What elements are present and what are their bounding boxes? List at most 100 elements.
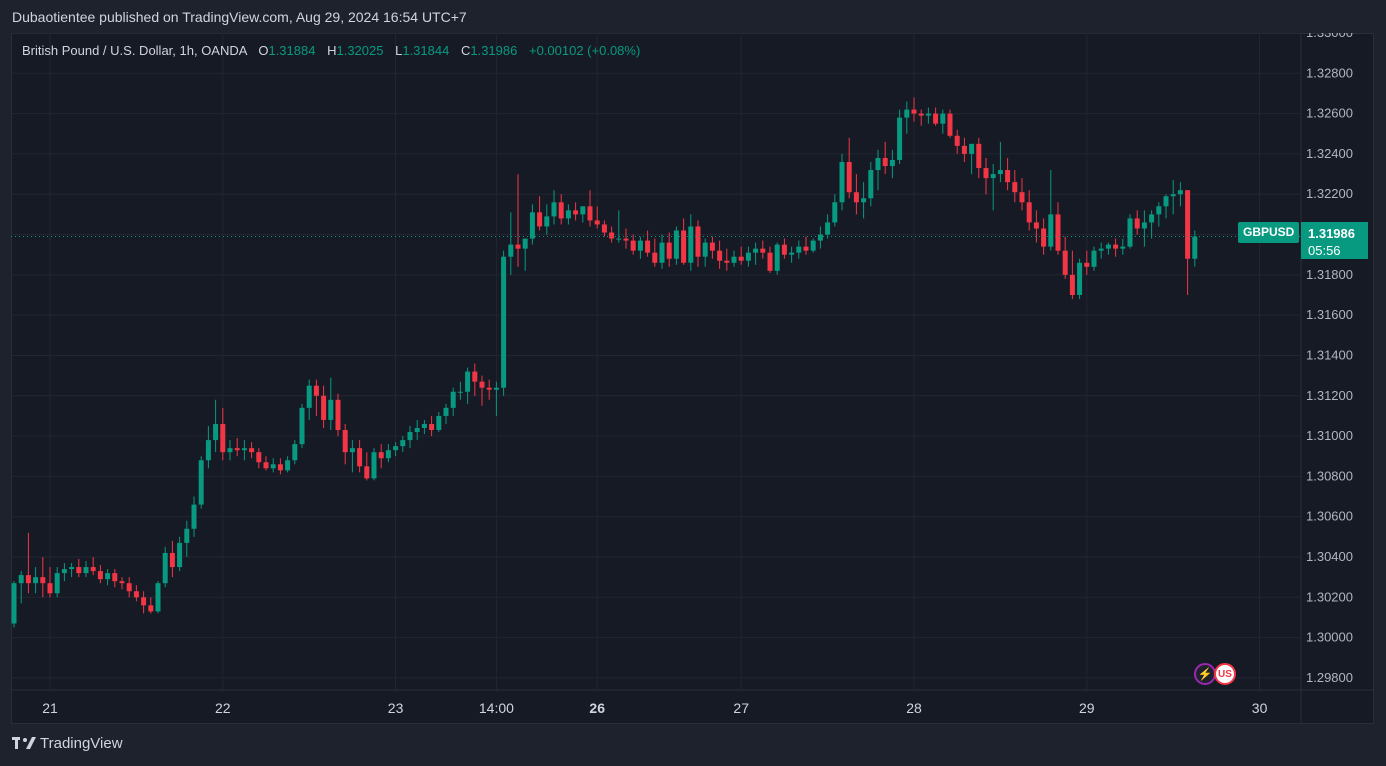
candle-body xyxy=(400,440,406,447)
candle-body xyxy=(724,260,730,263)
candle-body xyxy=(1098,248,1104,251)
candle-body xyxy=(601,224,607,233)
candle-body xyxy=(947,113,953,136)
candle-body xyxy=(1062,250,1068,275)
candle-body xyxy=(659,242,665,263)
candle-body xyxy=(1055,214,1061,251)
candle-body xyxy=(1012,182,1018,193)
candle-body xyxy=(983,168,989,179)
x-tick-label: 29 xyxy=(1079,700,1095,716)
x-tick-label: 22 xyxy=(215,700,231,716)
y-tick-label: 1.30000 xyxy=(1306,630,1353,645)
candle-body xyxy=(616,238,622,240)
candle-body xyxy=(976,143,982,169)
candle-body xyxy=(357,448,363,467)
tradingview-branding[interactable]: TradingView xyxy=(12,735,123,752)
candle-body xyxy=(378,452,384,459)
candle-body xyxy=(861,198,867,203)
candle-body xyxy=(623,238,629,241)
change-value: +0.00102 (+0.08%) xyxy=(528,43,641,58)
candle-body xyxy=(969,143,975,154)
candle-body xyxy=(249,448,255,453)
candle-body xyxy=(328,399,334,420)
candle-body xyxy=(493,387,499,390)
candle-body xyxy=(731,256,737,263)
candle-body xyxy=(407,432,413,441)
candle-body xyxy=(925,113,931,116)
candle-body xyxy=(69,567,75,570)
candle-body xyxy=(364,466,370,479)
bar-countdown: 05:56 xyxy=(1308,243,1341,258)
candle-body xyxy=(1170,194,1176,197)
y-tick-label: 1.30400 xyxy=(1306,549,1353,564)
candle-body xyxy=(450,391,456,408)
x-tick-label: 23 xyxy=(388,700,404,716)
candle-body xyxy=(54,573,60,594)
candle-body xyxy=(263,462,269,469)
candle-body xyxy=(652,252,658,263)
candle-body xyxy=(220,423,226,453)
candle-body xyxy=(349,448,355,453)
candle-body xyxy=(508,244,514,257)
candle-body xyxy=(421,423,427,429)
candle-body xyxy=(256,452,262,463)
candle-body xyxy=(501,256,507,388)
high-label: H xyxy=(327,43,337,58)
candle-body xyxy=(544,216,550,227)
y-tick-label: 1.32200 xyxy=(1306,186,1353,201)
candle-body xyxy=(205,440,211,461)
economic-events[interactable]: ⚡ US xyxy=(1194,663,1236,685)
candle-body xyxy=(1041,228,1047,247)
lightning-icon[interactable]: ⚡ xyxy=(1194,663,1216,685)
candle-body xyxy=(342,430,348,453)
candle-body xyxy=(846,161,852,193)
candle-body xyxy=(335,399,341,431)
candle-body xyxy=(796,246,802,253)
candle-body xyxy=(839,161,845,203)
candle-body xyxy=(961,145,967,154)
candle-body xyxy=(61,569,67,574)
candle-body xyxy=(141,597,147,606)
candle-body xyxy=(681,230,687,263)
candle-body xyxy=(1113,244,1119,249)
y-tick-label: 1.31400 xyxy=(1306,347,1353,362)
candle-body xyxy=(306,385,312,408)
last-price-tag: 1.31986 05:56 xyxy=(1301,222,1368,259)
candle-body xyxy=(1149,214,1155,223)
close-value: 1.31986 xyxy=(470,43,518,58)
candle-body xyxy=(241,448,247,451)
candle-body xyxy=(270,464,276,469)
y-tick-label: 1.30200 xyxy=(1306,589,1353,604)
x-tick-label: 28 xyxy=(906,700,922,716)
candle-body xyxy=(789,252,795,255)
x-tick-label: 21 xyxy=(42,700,58,716)
candle-body xyxy=(227,448,233,453)
candle-body xyxy=(443,407,449,416)
x-tick-label: 27 xyxy=(733,700,749,716)
brand-name: TradingView xyxy=(40,735,123,752)
candle-body xyxy=(868,170,874,199)
candle-body xyxy=(47,583,53,594)
candle-body xyxy=(853,192,859,203)
candlestick-chart[interactable]: 1.33000 1.32800 1.32600 1.32400 1.32200 1.320… xyxy=(11,33,1374,724)
publish-line: Dubaotientee published on TradingView.co… xyxy=(12,9,467,25)
candle-body xyxy=(184,528,190,543)
candle-body xyxy=(1026,202,1032,223)
y-tick-label: 1.31000 xyxy=(1306,428,1353,443)
us-flag-icon[interactable]: US xyxy=(1214,663,1236,685)
low-value: 1.31844 xyxy=(402,43,450,58)
candle-body xyxy=(1156,206,1162,215)
candle-body xyxy=(112,573,118,582)
candle-body xyxy=(817,234,823,241)
candle-body xyxy=(882,157,888,167)
candle-body xyxy=(889,159,895,167)
candle-body xyxy=(745,252,751,261)
candle-body xyxy=(695,226,701,257)
candle-body xyxy=(479,381,485,388)
candle-body xyxy=(1019,192,1025,203)
candle-body xyxy=(904,109,910,118)
candle-body xyxy=(832,202,838,223)
candle-body xyxy=(213,423,219,441)
open-label: O xyxy=(258,43,269,58)
y-tick-label: 1.32600 xyxy=(1306,106,1353,121)
